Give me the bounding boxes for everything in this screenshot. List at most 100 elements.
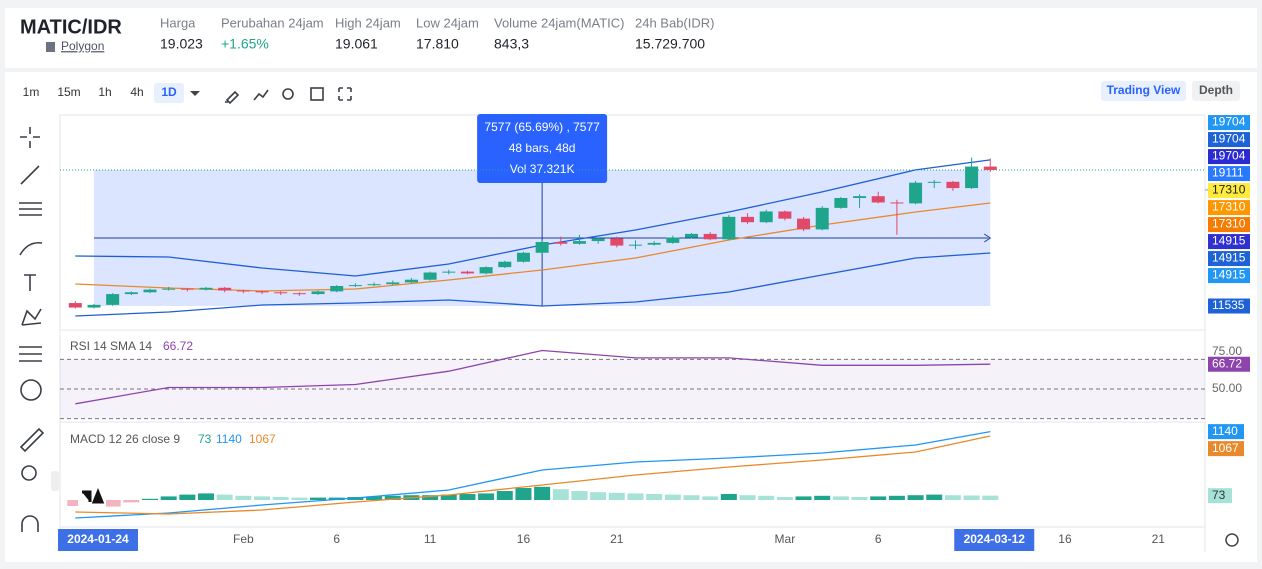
rsi-value-bg (1208, 356, 1250, 372)
interval[interactable]: 4h (130, 85, 143, 99)
candle-body (404, 279, 418, 283)
measure-text: 48 bars, 48d (509, 141, 576, 155)
price-label: 19704 (1212, 132, 1246, 146)
stats: Harga 19.023 Perubahan 24jam +1.65% High 24j… (160, 15, 714, 51)
view-tab[interactable]: Trading View (1107, 83, 1181, 97)
pattern-tool[interactable] (21, 308, 42, 326)
macd-hist-bar (590, 492, 607, 501)
chart-tools (225, 87, 352, 105)
line-tool[interactable] (20, 165, 40, 185)
price-label-bg (1208, 183, 1250, 199)
x-label: 2024-03-12 (964, 532, 1026, 546)
prediction-tool[interactable] (19, 346, 42, 362)
macd-hist-bar (571, 491, 588, 501)
price-label-bg (1208, 132, 1250, 148)
save-icon[interactable] (310, 87, 324, 101)
brush-tool[interactable] (19, 241, 43, 256)
measure-tooltip (477, 114, 608, 183)
macd-hist-bar (926, 494, 943, 501)
macd-hist-bar (422, 495, 439, 501)
macd-hist-bar (795, 496, 812, 501)
fib-tool[interactable] (19, 202, 42, 216)
macd-hist-bar (739, 495, 756, 501)
macd-hist-bar (515, 488, 532, 501)
zoom-tool[interactable] (21, 465, 37, 481)
x-label: 11 (424, 532, 437, 546)
candle-body (218, 287, 232, 291)
view-tab-bg (1192, 81, 1240, 101)
indicator-icon[interactable] (253, 89, 269, 101)
macd-hist-bar (104, 500, 121, 507)
candle-body (87, 304, 101, 308)
candle-body (274, 292, 288, 294)
candle-body (815, 207, 829, 230)
stat-value: 17.810 (416, 36, 459, 52)
tv-logo-bg (78, 486, 106, 508)
interval[interactable]: 1h (98, 85, 111, 99)
macd-label: 73 (1212, 488, 1226, 502)
macd-hist-bar (720, 494, 737, 501)
interval[interactable]: 1D (161, 85, 177, 99)
macd-hist-bar (702, 496, 719, 501)
candle-body (479, 267, 493, 274)
macd-hist-bar (198, 493, 215, 501)
price-label-bg (1208, 298, 1250, 314)
macd-hist-bar (459, 494, 476, 501)
macd-label: 1140 (1212, 424, 1238, 438)
axis-settings[interactable] (1225, 533, 1239, 547)
macd-hist-bar (627, 493, 644, 501)
candle-body (909, 182, 923, 204)
macd-hist-bar (963, 495, 980, 501)
macd-legend-value: 1067 (249, 432, 276, 446)
candle-body (666, 237, 680, 243)
interval[interactable]: 1m (23, 85, 40, 99)
settings-icon[interactable] (282, 88, 294, 100)
measure-text: Vol 37.321K (510, 162, 575, 176)
interval[interactable]: 15m (57, 85, 80, 99)
macd-hist-bar (776, 497, 793, 501)
x-label: 6 (333, 532, 340, 546)
text-tool[interactable] (24, 274, 36, 291)
x-label: 6 (875, 532, 882, 546)
bb-lower (75, 252, 991, 317)
candle-body (647, 242, 661, 245)
price-label-bg (1208, 115, 1250, 131)
candle-body (797, 218, 811, 230)
magnet-tool[interactable] (21, 515, 39, 532)
macd-hist-bar (870, 496, 887, 501)
candle-body (610, 238, 624, 246)
candle-body (834, 197, 848, 208)
price-label: 14915 (1212, 234, 1246, 248)
price-label-bg (1208, 268, 1250, 284)
collapse-tab[interactable] (51, 471, 59, 491)
interval-dropdown[interactable] (190, 91, 200, 96)
candle-body (778, 211, 792, 219)
network-link[interactable]: Polygon (61, 39, 104, 53)
fullscreen-icon[interactable] (338, 87, 352, 101)
price-label-bg (1208, 217, 1250, 233)
macd-hist-bar (982, 495, 999, 501)
candle-body (722, 216, 736, 240)
chart-card (5, 72, 1257, 562)
candle-body (927, 181, 941, 183)
crosshair-tool[interactable] (20, 127, 40, 148)
price-label-bg (1208, 200, 1250, 216)
stat-value: 15.729.700 (635, 36, 705, 52)
toolbar: 1m 15m 1h 4h 1D Trading View Depth (23, 81, 1240, 103)
x-label: 16 (1058, 532, 1072, 546)
macd-hist-bar (160, 496, 177, 501)
draw-icon[interactable] (225, 90, 240, 105)
network-icon (46, 42, 55, 52)
emoji-tool[interactable] (20, 379, 42, 401)
candle-body (535, 241, 549, 253)
x-label: 16 (517, 532, 531, 546)
view-tab[interactable]: Depth (1199, 83, 1233, 97)
rsi-value-label: 66.72 (1212, 356, 1242, 370)
macd-hist-bar (832, 496, 849, 501)
rsi-legend-value: 66.72 (163, 339, 193, 353)
x-label: 21 (1152, 532, 1166, 546)
macd-line (75, 430, 991, 519)
candle-body (759, 211, 773, 223)
ruler-tool[interactable] (19, 427, 45, 453)
